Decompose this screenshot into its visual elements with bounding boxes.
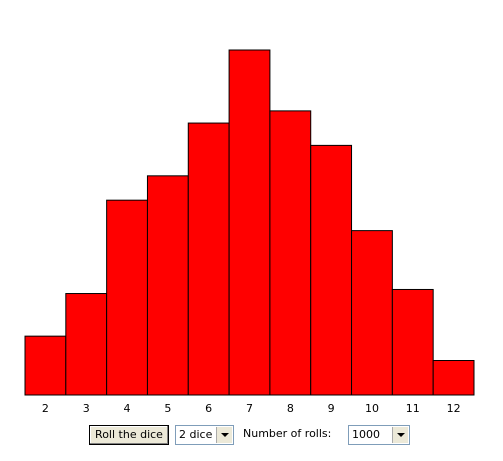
x-tick-label: 9	[328, 402, 335, 415]
bar	[432, 360, 475, 396]
x-tick-label: 8	[287, 402, 294, 415]
x-tick-label: 3	[83, 402, 90, 415]
x-tick-label: 4	[124, 402, 131, 415]
bar	[269, 110, 312, 396]
x-tick-label: 10	[365, 402, 379, 415]
rolls-select-value: 1000	[352, 428, 380, 441]
bar	[146, 175, 189, 396]
bar	[24, 335, 67, 396]
bar	[228, 49, 271, 396]
bar	[351, 230, 393, 396]
rolls-label: Number of rolls:	[243, 427, 332, 440]
x-tick-label: 11	[406, 402, 420, 415]
roll-button[interactable]: Roll the dice	[89, 425, 169, 445]
bar	[106, 199, 148, 396]
dice-select[interactable]: 2 dice	[175, 425, 234, 445]
bar	[310, 144, 353, 396]
x-tick-label: 6	[205, 402, 212, 415]
bar	[391, 288, 434, 396]
x-tick-label: 7	[246, 402, 253, 415]
rolls-select[interactable]: 1000	[348, 425, 410, 445]
x-tick-label: 5	[164, 402, 171, 415]
dropdown-arrow	[392, 427, 408, 443]
dropdown-arrow	[216, 427, 232, 443]
bar	[187, 122, 230, 396]
chart: 2 3 4 5 6 7 8 9 10 11 12	[24, 49, 475, 415]
x-tick-label: 2	[42, 402, 49, 415]
x-tick-label: 12	[447, 402, 461, 415]
bar	[65, 293, 108, 396]
dice-select-value: 2 dice	[179, 428, 213, 441]
